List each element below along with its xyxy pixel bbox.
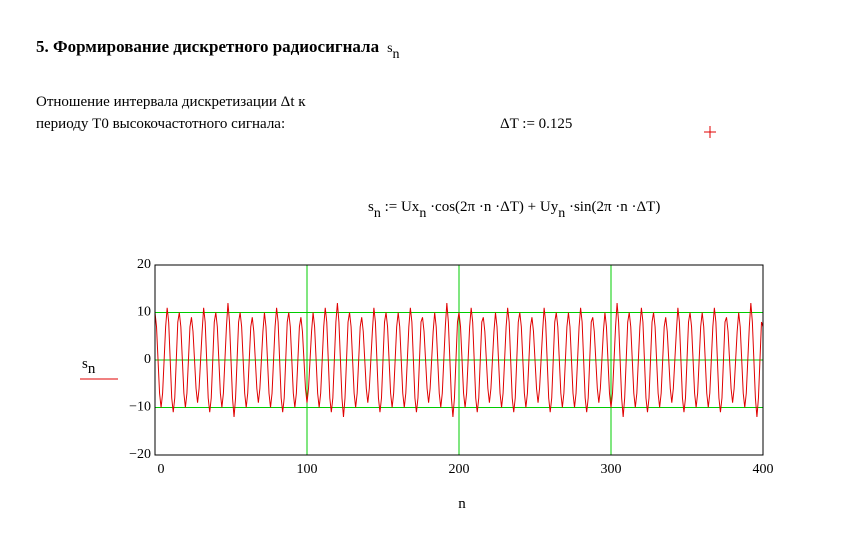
y-tick-label: −10 (129, 400, 151, 415)
y-tick-label: 0 (144, 352, 151, 367)
cursor-cross (704, 126, 716, 138)
y-axis-symbol: s (82, 356, 88, 372)
y-axis-label: sn (82, 356, 96, 377)
x-tick-label: 200 (449, 462, 470, 477)
formula-part: ·cos(2π ·n ·ΔT) + Uy (426, 199, 558, 215)
formula-part: := Ux (381, 199, 420, 215)
formula-subscript: n (374, 206, 381, 221)
description-line: периоду T0 высокочастотного сигнала: (36, 116, 285, 132)
description-line: Отношение интервала дискретизации Δt к (36, 94, 306, 110)
formula-part: s (368, 199, 374, 215)
x-tick-label: 300 (601, 462, 622, 477)
formula-subscript: n (419, 206, 426, 221)
formula-subscript: n (558, 206, 565, 221)
formula: sn := Uxn ·cos(2π ·n ·ΔT) + Uyn ·sin(2π … (368, 199, 660, 221)
title-text: 5. Формирование дискретного радиосигнала (36, 37, 380, 56)
title-symbol-sub: n (393, 47, 400, 62)
y-tick-label: 10 (137, 305, 151, 320)
assignment: ΔT := 0.125 (500, 116, 572, 132)
x-axis-label: n (458, 496, 466, 512)
y-tick-label: −20 (129, 447, 151, 462)
y-axis-subscript: n (88, 361, 96, 377)
x-tick-label: 0 (158, 462, 165, 477)
x-tick-label: 400 (753, 462, 774, 477)
y-tick-label: 20 (137, 257, 151, 272)
plot-frame (154, 264, 764, 456)
x-tick-label: 100 (297, 462, 318, 477)
title-symbol: s (387, 41, 392, 56)
section-title: 5. Формирование дискретного радиосигнала… (36, 37, 400, 62)
signal-line (154, 302, 764, 418)
formula-part: ·sin(2π ·n ·ΔT) (565, 199, 660, 215)
